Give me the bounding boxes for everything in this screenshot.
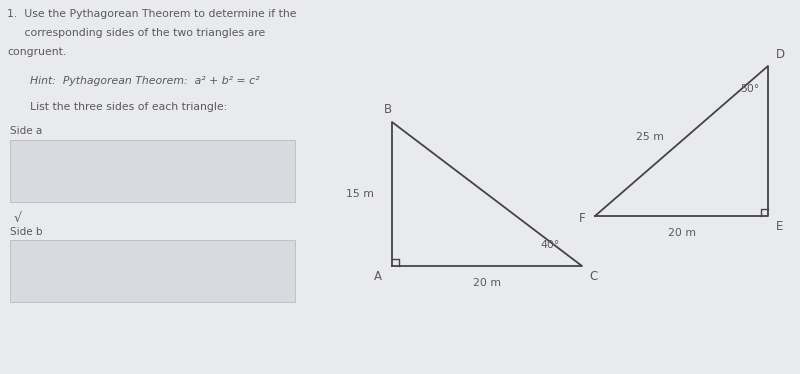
Text: 20 m: 20 m [473,278,501,288]
Text: 15 m: 15 m [346,189,374,199]
Text: List the three sides of each triangle:: List the three sides of each triangle: [30,102,227,112]
Text: C: C [589,270,598,283]
Text: congruent.: congruent. [7,47,66,57]
Text: 40°: 40° [540,240,560,250]
Text: Side a: Side a [10,126,42,136]
Text: 20 m: 20 m [667,228,695,238]
Text: F: F [578,212,585,224]
Text: E: E [776,220,783,233]
FancyBboxPatch shape [10,240,295,302]
Text: D: D [776,48,785,61]
Text: 1.  Use the Pythagorean Theorem to determine if the: 1. Use the Pythagorean Theorem to determ… [7,9,297,19]
Text: corresponding sides of the two triangles are: corresponding sides of the two triangles… [7,28,266,38]
Text: A: A [374,270,382,283]
FancyBboxPatch shape [10,140,295,202]
Text: Hint:  Pythagorean Theorem:  a² + b² = c²: Hint: Pythagorean Theorem: a² + b² = c² [30,76,259,86]
Text: 50°: 50° [740,84,759,94]
Text: 25 m: 25 m [636,132,663,142]
Text: √: √ [14,212,22,225]
Text: Side b: Side b [10,227,42,237]
Text: B: B [384,103,392,116]
